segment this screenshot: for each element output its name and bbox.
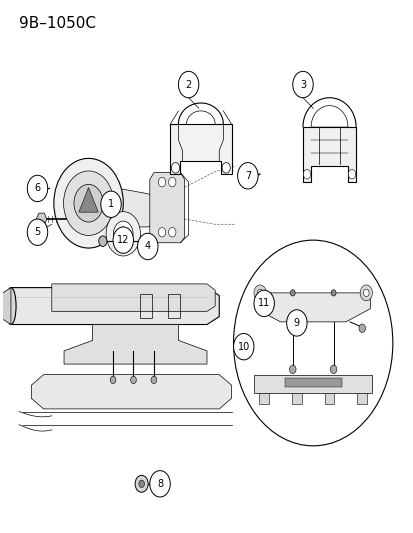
Circle shape bbox=[246, 172, 252, 180]
Circle shape bbox=[330, 290, 335, 296]
Circle shape bbox=[168, 228, 176, 237]
Polygon shape bbox=[64, 325, 206, 364]
Circle shape bbox=[178, 71, 198, 98]
Polygon shape bbox=[117, 225, 129, 239]
Text: 7: 7 bbox=[244, 171, 250, 181]
Circle shape bbox=[233, 240, 392, 446]
Circle shape bbox=[27, 219, 47, 245]
Text: 4: 4 bbox=[145, 241, 150, 252]
Circle shape bbox=[113, 221, 133, 246]
Polygon shape bbox=[11, 288, 219, 325]
Circle shape bbox=[131, 376, 136, 384]
Circle shape bbox=[158, 228, 165, 237]
Polygon shape bbox=[253, 375, 372, 393]
Text: 9B–1050C: 9B–1050C bbox=[19, 16, 96, 31]
Circle shape bbox=[290, 290, 294, 296]
Polygon shape bbox=[113, 188, 160, 227]
Polygon shape bbox=[52, 284, 215, 311]
Circle shape bbox=[138, 480, 144, 488]
Polygon shape bbox=[78, 188, 98, 212]
Ellipse shape bbox=[6, 288, 16, 325]
Circle shape bbox=[286, 310, 306, 336]
Circle shape bbox=[363, 289, 368, 296]
Text: 2: 2 bbox=[185, 79, 191, 90]
Circle shape bbox=[158, 177, 165, 187]
Circle shape bbox=[54, 158, 123, 248]
Text: 5: 5 bbox=[34, 227, 40, 237]
Polygon shape bbox=[302, 127, 355, 182]
Circle shape bbox=[237, 163, 257, 189]
Circle shape bbox=[137, 233, 158, 260]
Text: 10: 10 bbox=[237, 342, 249, 352]
Circle shape bbox=[64, 171, 113, 236]
Circle shape bbox=[100, 191, 121, 217]
Circle shape bbox=[150, 471, 170, 497]
Circle shape bbox=[347, 169, 355, 179]
Circle shape bbox=[233, 334, 253, 360]
Polygon shape bbox=[170, 124, 231, 174]
Circle shape bbox=[253, 290, 274, 317]
Circle shape bbox=[359, 285, 372, 301]
Polygon shape bbox=[284, 378, 341, 387]
Polygon shape bbox=[255, 293, 370, 322]
Circle shape bbox=[303, 169, 310, 179]
Circle shape bbox=[168, 177, 176, 187]
Polygon shape bbox=[36, 213, 47, 225]
Text: 3: 3 bbox=[299, 79, 305, 90]
Circle shape bbox=[74, 184, 103, 222]
Circle shape bbox=[135, 475, 148, 492]
Circle shape bbox=[253, 285, 266, 301]
Circle shape bbox=[358, 324, 365, 333]
Text: 8: 8 bbox=[157, 479, 163, 489]
Circle shape bbox=[113, 227, 133, 253]
Circle shape bbox=[99, 236, 107, 246]
Text: 12: 12 bbox=[117, 235, 129, 245]
Circle shape bbox=[292, 71, 313, 98]
Polygon shape bbox=[31, 375, 231, 409]
Circle shape bbox=[330, 365, 336, 374]
Circle shape bbox=[27, 175, 47, 201]
Circle shape bbox=[222, 163, 230, 173]
Text: 11: 11 bbox=[257, 298, 270, 309]
Polygon shape bbox=[356, 393, 366, 403]
Circle shape bbox=[110, 376, 116, 384]
Circle shape bbox=[289, 365, 295, 374]
Polygon shape bbox=[291, 393, 301, 403]
Text: 6: 6 bbox=[34, 183, 40, 193]
Polygon shape bbox=[150, 173, 184, 243]
Polygon shape bbox=[0, 288, 11, 325]
Circle shape bbox=[33, 182, 43, 195]
Circle shape bbox=[106, 212, 140, 256]
Text: 1: 1 bbox=[108, 199, 114, 209]
Circle shape bbox=[171, 163, 179, 173]
Text: 9: 9 bbox=[293, 318, 299, 328]
Circle shape bbox=[256, 289, 262, 296]
Polygon shape bbox=[324, 393, 334, 403]
Polygon shape bbox=[259, 393, 268, 403]
Circle shape bbox=[151, 376, 157, 384]
